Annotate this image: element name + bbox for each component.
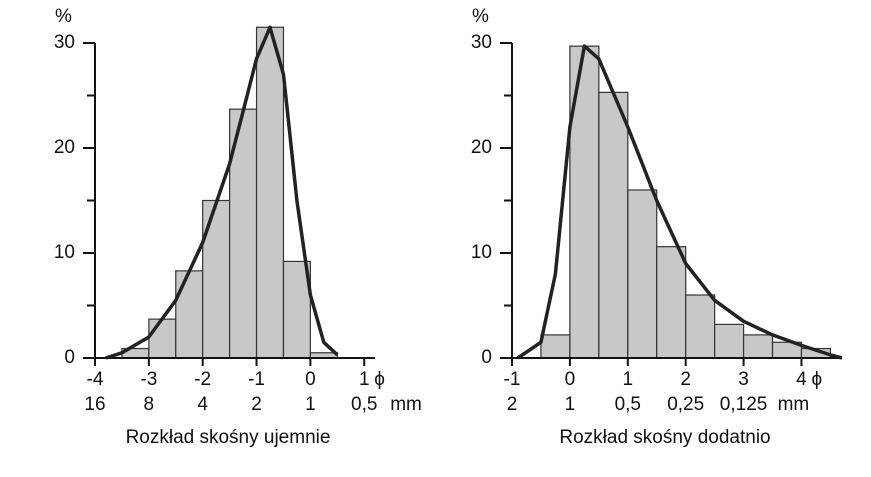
x-tick-label: -4	[87, 369, 104, 390]
x2-tick-label: 1	[305, 394, 316, 415]
histogram-bar	[627, 189, 658, 359]
histogram-bar	[598, 91, 629, 359]
y-tick-label: 20	[471, 137, 492, 158]
histogram-bar	[656, 246, 687, 359]
y-tick-label: 20	[54, 137, 75, 158]
x-tick-label: 1	[359, 369, 370, 390]
x-tick-label: -2	[194, 369, 211, 390]
y-tick-label: 30	[471, 32, 492, 53]
x-unit: ϕ	[811, 369, 822, 390]
fitted-curve	[516, 44, 843, 360]
x2-tick-label: 0,5	[615, 394, 641, 415]
histogram-bar	[148, 318, 177, 359]
x-tick-label: 3	[738, 369, 749, 390]
histogram-bar	[540, 334, 571, 359]
histogram-bar	[742, 334, 774, 359]
histogram-bar	[685, 294, 716, 359]
chart-title: Rozkład skośny dodatnio	[559, 427, 770, 448]
x2-tick-label: 0,25	[667, 394, 704, 415]
histogram-bar	[255, 26, 285, 359]
histogram-bar	[714, 323, 745, 359]
x-unit: ϕ	[374, 369, 385, 390]
x2-tick-label: 0,5	[351, 394, 377, 415]
x-tick-label: 0	[305, 369, 316, 390]
y-tick-label: 10	[54, 242, 75, 263]
x2-tick-label: 16	[84, 394, 105, 415]
x2-tick-label: 8	[144, 394, 155, 415]
chart-title: Rozkład skośny ujemnie	[126, 427, 331, 448]
y-tick-label: 0	[481, 347, 492, 368]
x-tick-label: -1	[248, 369, 265, 390]
x-tick-label: -1	[504, 369, 521, 390]
x-tick-label: 0	[565, 369, 576, 390]
histogram-bar	[202, 199, 231, 359]
x2-tick-label: 0,125	[720, 394, 768, 415]
x2-tick-label: 2	[251, 394, 262, 415]
x2-tick-label: 4	[197, 394, 208, 415]
y-axis-label: %	[472, 6, 489, 27]
y-axis-label: %	[55, 6, 72, 27]
x2-unit: mm	[778, 394, 810, 415]
x-tick-label: -3	[140, 369, 157, 390]
histogram-bar	[175, 270, 204, 359]
fitted-curve	[105, 25, 339, 360]
x-tick-label: 2	[680, 369, 691, 390]
y-tick-label: 0	[64, 347, 75, 368]
x2-tick-label: 1	[565, 394, 576, 415]
x2-tick-label: 2	[507, 394, 518, 415]
x-tick-label: 1	[623, 369, 634, 390]
x2-unit: mm	[390, 394, 422, 415]
y-tick-label: 10	[471, 242, 492, 263]
x-tick-label: 4	[796, 369, 807, 390]
y-tick-label: 30	[54, 32, 75, 53]
